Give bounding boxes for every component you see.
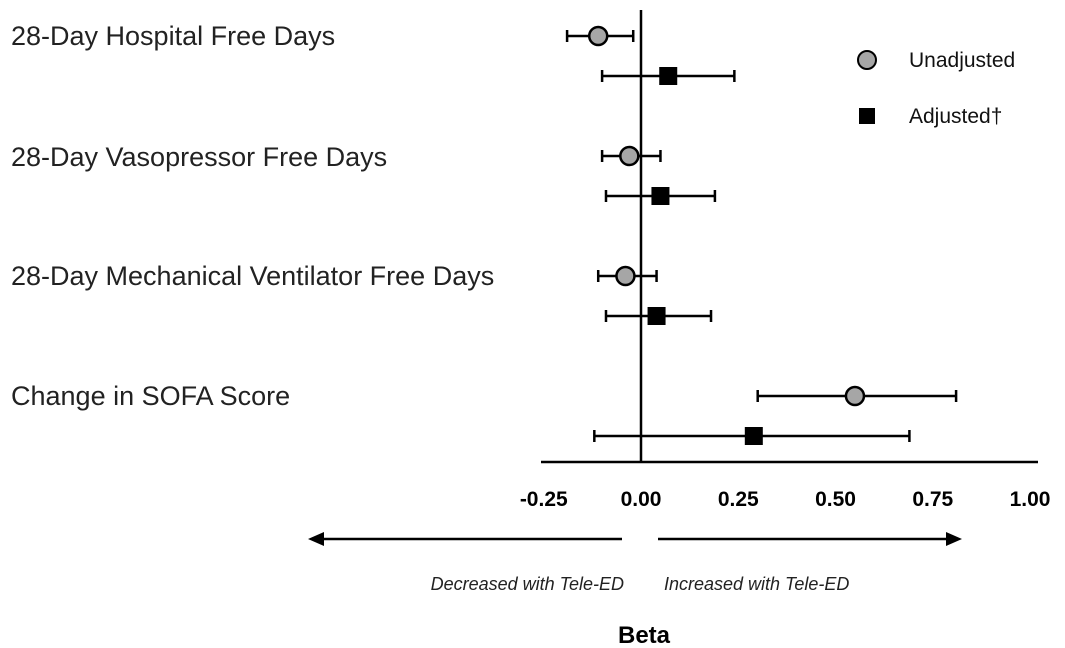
x-tick-label-5: 1.00 [1010,488,1051,511]
direction-label-decreased: Decreased with Tele-ED [431,574,624,594]
legend: Unadjusted Adjusted† [857,49,1015,128]
x-tick-label-4: 0.75 [912,488,953,511]
direction-label-increased: Increased with Tele-ED [664,574,849,594]
legend-unadjusted-label: Unadjusted [909,49,1015,72]
adjusted-point-3 [744,427,763,445]
legend-adjusted-marker [859,108,875,124]
x-tick-label-2: 0.25 [718,488,759,511]
adjusted-point-0 [659,67,678,85]
x-tick-label-1: 0.00 [621,488,662,511]
legend-adjusted-label: Adjusted† [909,105,1002,128]
unadjusted-point-3 [844,385,866,407]
data-marks [565,25,958,445]
x-tick-labels: -0.25 0.00 0.25 0.50 0.75 1.00 [520,488,1051,511]
x-axis-title: Beta [618,622,671,648]
category-label-vasopressor-free-days: 28-Day Vasopressor Free Days [11,142,387,172]
unadjusted-point-1 [619,145,640,167]
adjusted-point-2 [647,307,666,325]
unadjusted-point-2 [615,265,636,287]
left-arrow-head [308,532,324,546]
x-tick-label-0: -0.25 [520,488,568,511]
legend-unadjusted-marker [857,50,877,70]
direction-arrows [308,532,962,546]
category-label-sofa-change: Change in SOFA Score [11,381,290,411]
right-arrow-head [946,532,962,546]
category-label-hospital-free-days: 28-Day Hospital Free Days [11,21,335,51]
adjusted-point-1 [651,187,670,205]
category-label-ventilator-free-days: 28-Day Mechanical Ventilator Free Days [11,261,494,291]
unadjusted-point-0 [587,25,609,47]
x-tick-label-3: 0.50 [815,488,856,511]
